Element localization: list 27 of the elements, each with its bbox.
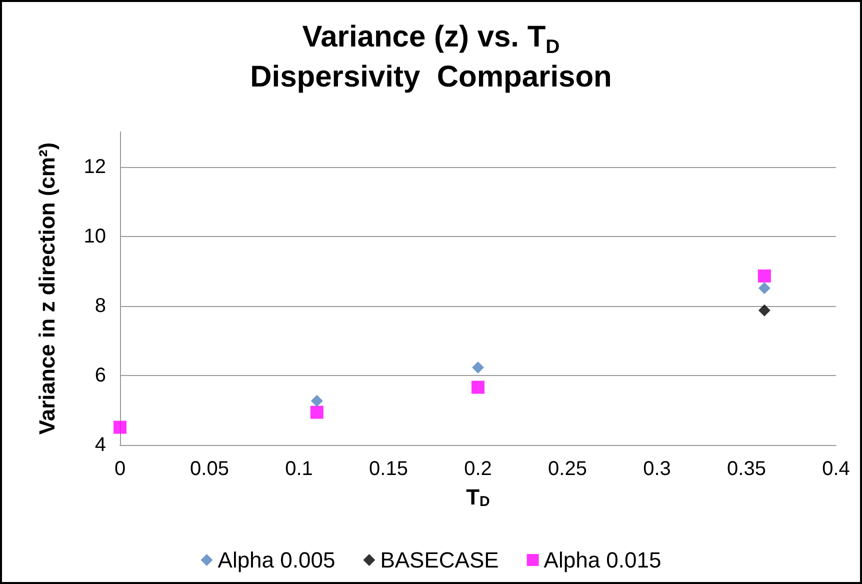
x-tick-label: 0.1: [285, 458, 313, 480]
x-axis-title: TD: [466, 484, 490, 510]
y-tick-label: 6: [94, 364, 106, 386]
point: [758, 304, 770, 316]
x-tick-label: 0.3: [643, 458, 671, 480]
y-tick-label: 12: [84, 156, 106, 178]
x-tick-label: 0: [114, 458, 126, 480]
x-tick-label: 0.35: [727, 458, 766, 480]
legend-label: BASECASE: [380, 548, 499, 572]
legend-label: Alpha 0.005: [218, 548, 336, 572]
y-tick-label: 4: [94, 434, 106, 456]
y-tick-label: 8: [94, 294, 106, 317]
point: [310, 394, 323, 407]
x-tick-label: 0.05: [190, 458, 229, 480]
point: [472, 361, 484, 374]
point: [472, 380, 484, 394]
point: [758, 282, 770, 294]
x-tick-label: 0.2: [464, 458, 492, 480]
y-tick-label: 10: [84, 225, 106, 248]
point: [114, 420, 126, 434]
legend-label: Alpha 0.015: [544, 548, 662, 572]
x-tick-label: 0.4: [822, 458, 850, 480]
point: [758, 269, 771, 282]
y-axis-title: Variance in z direction (cm²): [34, 142, 60, 435]
x-tick-label: 0.15: [369, 458, 408, 480]
x-tick-label: 0.25: [548, 458, 587, 480]
point: [310, 406, 324, 419]
